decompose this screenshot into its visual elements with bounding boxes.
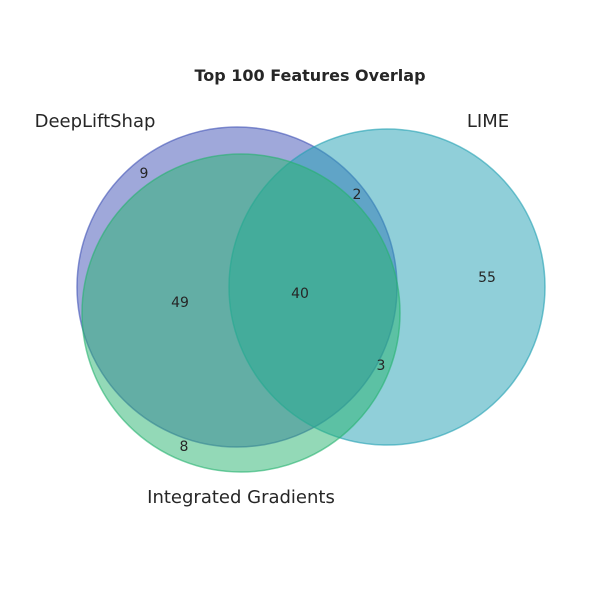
set-circle-ig [81, 153, 401, 473]
region-deeplift-lime: 2 [353, 187, 362, 203]
region-all-three: 40 [291, 286, 309, 302]
set-label-lime: LIME [467, 111, 509, 132]
set-label-ig: Integrated Gradients [147, 487, 335, 508]
region-lime-only: 55 [478, 270, 496, 286]
region-ig-only: 8 [180, 439, 189, 455]
region-deeplift-ig: 49 [171, 295, 189, 311]
set-label-deeplift: DeepLiftShap [35, 111, 156, 132]
region-deeplift-only: 9 [140, 166, 149, 182]
diagram-title: Top 100 Features Overlap [194, 66, 425, 85]
region-lime-ig: 3 [377, 358, 386, 374]
